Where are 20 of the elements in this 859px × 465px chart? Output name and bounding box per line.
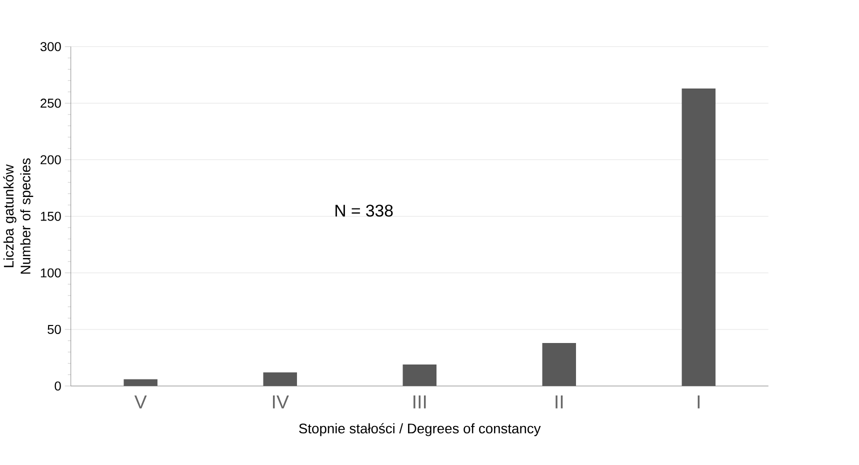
y-tick-label: 150 [40, 212, 61, 221]
x-tick-label: IV [272, 395, 289, 408]
bar [124, 379, 158, 386]
x-tick-label: II [556, 395, 563, 408]
bar [542, 342, 576, 386]
y-tick-label: 300 [40, 42, 61, 51]
y-tick-label: 100 [40, 268, 61, 278]
y-tick-label: 200 [40, 155, 61, 164]
annotation: N = 338 [336, 204, 393, 216]
x-tick-label: I [698, 395, 700, 408]
bar [402, 364, 436, 386]
x-tick-label: V [134, 395, 147, 408]
bar [682, 88, 716, 386]
y-axis-title: Liczba gatunków Number of species [3, 158, 34, 274]
y-tick-label: 0 [54, 381, 61, 390]
y-tick-label: 50 [48, 324, 61, 334]
y-tick-label: 250 [40, 98, 61, 108]
bar [263, 372, 297, 386]
x-tick-label: III [414, 395, 426, 408]
x-axis-title: Stopnie stałości / Degrees of constancy [299, 422, 541, 436]
